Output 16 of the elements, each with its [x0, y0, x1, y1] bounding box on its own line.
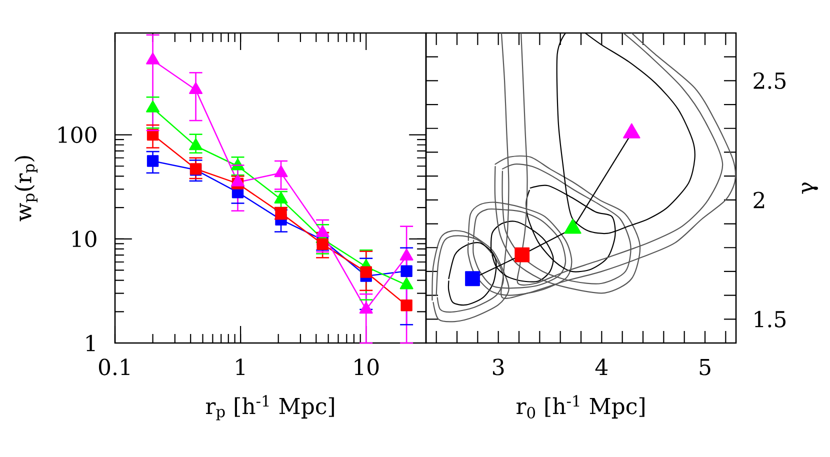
y-tick-label: 1	[86, 334, 95, 352]
y-axis-title: w$_{p}$(r$_{p}$)	[14, 156, 38, 222]
y-tick-label: 2	[754, 192, 764, 208]
x-tick-label: 0.1	[98, 358, 130, 376]
y-tick-label: 1.5	[754, 310, 786, 328]
x-tick-label: 1	[236, 358, 244, 375]
x-axis-title: r$_{p}$ [h$^{-1}$ Mpc]	[206, 395, 334, 420]
x-tick-label: 10	[354, 358, 379, 376]
x-tick-label: 4	[595, 358, 608, 375]
y-tick-label: 2.5	[754, 72, 786, 90]
x-axis-title: r$_{0}$ [h$^{-1}$ Mpc]	[516, 395, 644, 419]
x-tick-label: 3	[493, 358, 504, 376]
y-axis-title: γ	[802, 182, 818, 194]
y-tick-label: 100	[58, 126, 96, 144]
x-tick-label: 5	[700, 358, 710, 376]
y-tick-label: 10	[72, 230, 96, 248]
